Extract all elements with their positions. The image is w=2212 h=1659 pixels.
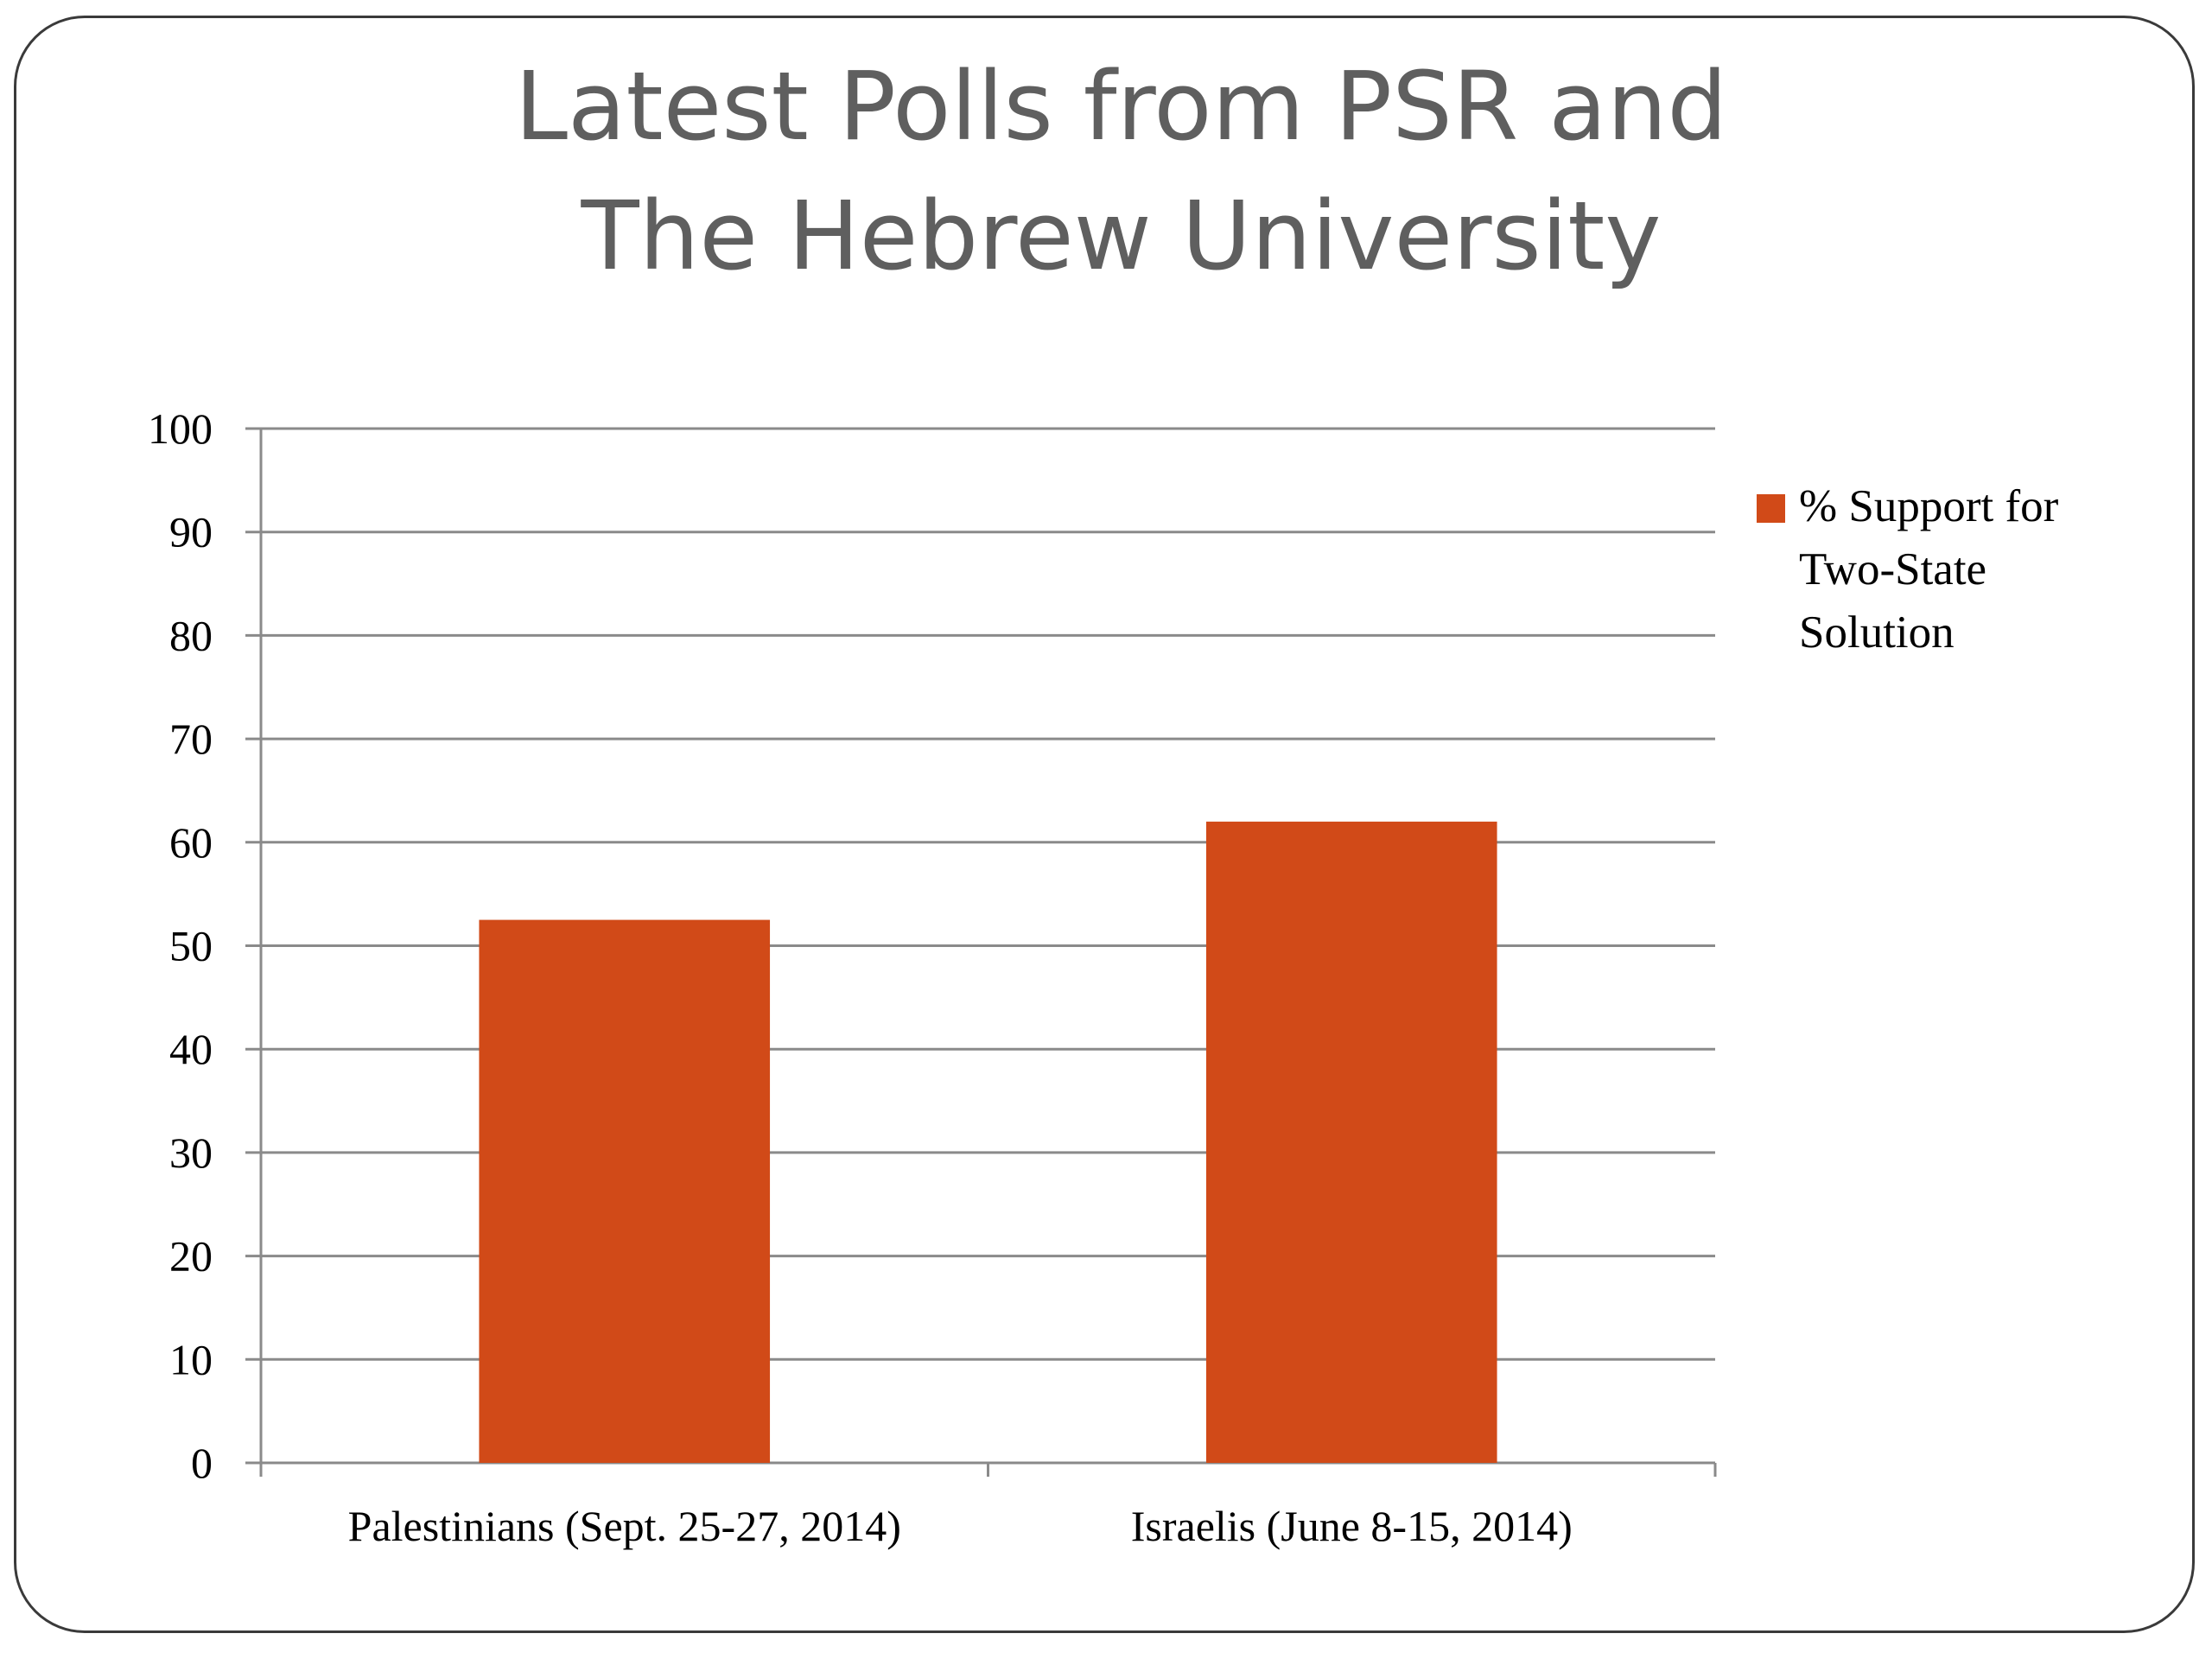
bar-1 (479, 919, 771, 1463)
y-tick-label: 20 (169, 1232, 213, 1281)
y-tick-label: 80 (169, 611, 213, 659)
legend-label-line: Two-State (1799, 544, 1986, 594)
bar-2 (1205, 821, 1497, 1463)
legend-swatch (1757, 494, 1785, 523)
y-tick-label: 40 (169, 1025, 213, 1073)
axes (259, 429, 1717, 1477)
x-tick-label: Palestinians (Sept. 25-27, 2014) (348, 1502, 901, 1550)
y-tick-label: 30 (169, 1128, 213, 1177)
slide-title: Latest Polls from PSR and The Hebrew Uni… (514, 51, 1728, 291)
y-tick-label: 50 (169, 922, 213, 970)
slide-frame (14, 16, 2195, 1633)
legend: % Support for Two-State Solution (1757, 481, 2059, 658)
legend-label-line: % Support for (1799, 481, 2059, 531)
y-tick-label: 60 (169, 818, 213, 867)
x-tick-labels: Palestinians (Sept. 25-27, 2014) Israelis… (348, 1502, 1573, 1550)
y-tick-label: 100 (148, 404, 213, 453)
legend-label-line: Solution (1799, 607, 1955, 658)
bars (479, 821, 1497, 1463)
y-tick-label: 0 (191, 1439, 213, 1487)
y-tick-labels: 0 10 20 30 40 50 60 70 80 90 100 (148, 404, 213, 1487)
y-tick-label: 10 (169, 1335, 213, 1383)
y-tick-label: 90 (169, 508, 213, 556)
x-tick-label: Israelis (June 8-15, 2014) (1131, 1502, 1573, 1550)
y-tick-label: 70 (169, 715, 213, 763)
